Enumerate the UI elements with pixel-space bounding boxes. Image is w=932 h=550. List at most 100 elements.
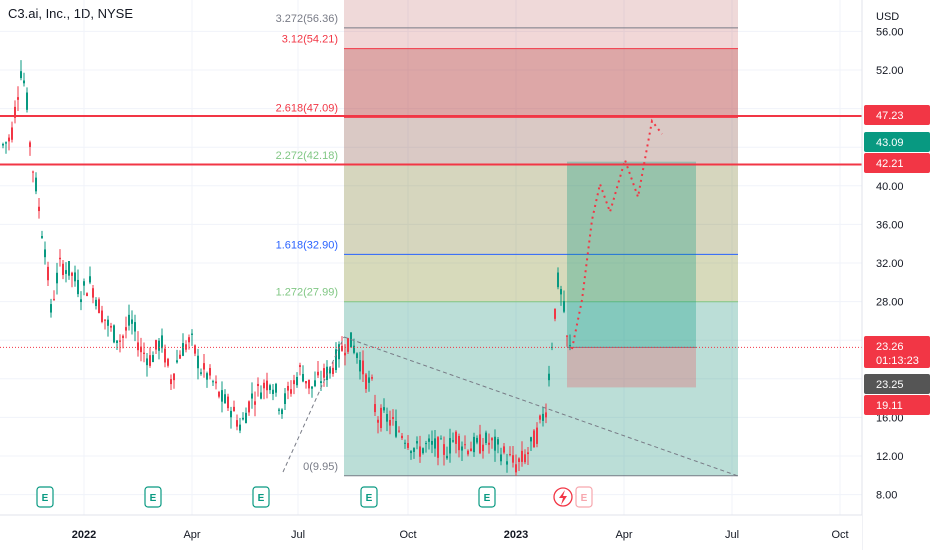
candle-body (203, 363, 205, 370)
candle-body (539, 415, 541, 420)
candle-body (560, 289, 562, 295)
fib-level-label: 1.618(32.90) (276, 239, 338, 251)
price-axis[interactable]: USD8.0012.0016.0020.0024.0028.0032.0036.… (861, 0, 932, 550)
candle-body (104, 319, 106, 321)
candle-body (158, 340, 160, 351)
candle-body (503, 446, 505, 453)
candlestick-series (2, 60, 571, 476)
candle-body (86, 293, 88, 296)
candle-body (452, 440, 454, 442)
candle-body (353, 345, 355, 353)
projection-line (571, 118, 663, 350)
candle-body (155, 340, 157, 350)
candle-body (191, 333, 193, 335)
fib-level-label: 1.272(27.99) (276, 287, 338, 299)
candle-body (29, 142, 31, 147)
candle-body (302, 373, 304, 382)
fib-extension-tool[interactable] (344, 0, 738, 477)
candle-body (494, 436, 496, 451)
price-axis-unit: USD (876, 11, 899, 23)
candle-body (272, 389, 274, 394)
price-badge-label: 43.09 (876, 137, 904, 149)
position-profit-zone (567, 161, 696, 348)
earnings-marker-icon (478, 486, 496, 508)
long-position-tool[interactable] (567, 161, 696, 388)
earnings-marker-icon (252, 486, 270, 508)
trend-lines[interactable] (0, 336, 862, 477)
candle-body (437, 437, 439, 458)
candle-body (59, 257, 61, 260)
candle-body (194, 345, 196, 354)
candle-body (134, 322, 136, 332)
time-axis[interactable]: 2022 Apr Jul Oct 2023 Apr Jul Oct (0, 514, 862, 550)
earnings-marker-label: E (581, 493, 588, 504)
candle-body (62, 263, 64, 276)
projection-path[interactable] (571, 118, 663, 350)
candle-body (215, 381, 217, 384)
earnings-marker-label: E (42, 493, 49, 504)
candle-body (242, 417, 244, 420)
candle-body (500, 454, 502, 462)
candle-body (5, 142, 7, 144)
candle-body (464, 444, 466, 446)
candle-body (26, 92, 28, 110)
candle-body (473, 436, 475, 453)
candle-body (332, 367, 334, 374)
candle-body (44, 249, 46, 258)
price-badge-label: 47.23 (876, 110, 904, 122)
candle-body (458, 436, 460, 451)
candle-body (413, 448, 415, 452)
candle-body (281, 409, 283, 415)
earnings-marker-icon (360, 486, 378, 508)
fib-zone (344, 27, 738, 49)
candle-body (320, 381, 322, 384)
candle-body (278, 409, 280, 411)
price-axis-bg (862, 0, 932, 550)
candle-body (389, 419, 391, 426)
candle-body (146, 358, 148, 366)
candle-body (92, 288, 94, 298)
candle-body (170, 379, 172, 385)
candle-body (140, 346, 142, 353)
candle-body (149, 355, 151, 366)
candle-body (470, 448, 472, 452)
candle-body (2, 143, 4, 146)
candle-body (509, 454, 511, 456)
candle-body (524, 454, 526, 463)
candle-body (95, 299, 97, 307)
price-badges: 47.23 43.09 42.21 23.26 01:13:23 23.25 19.11 (864, 105, 930, 415)
candle-body (35, 177, 37, 192)
candle-body (410, 451, 412, 454)
candle-body (293, 380, 295, 385)
candle-body (284, 393, 286, 405)
candle-body (227, 396, 229, 409)
fib-level-label: 3.272(56.36) (276, 13, 338, 25)
candle-body (407, 442, 409, 448)
candle-body (569, 345, 571, 347)
time-tick-label: 2022 (72, 529, 96, 541)
candle-body (443, 444, 445, 455)
candle-body (476, 437, 478, 443)
candle-body (254, 401, 256, 405)
candle-body (434, 438, 436, 449)
candle-body (50, 304, 52, 313)
candle-body (65, 270, 67, 274)
candle-body (308, 379, 310, 389)
horizontal-lines[interactable] (0, 115, 862, 166)
candle-body (377, 419, 379, 423)
candle-body (440, 438, 442, 440)
candle-body (164, 348, 166, 363)
candle-body (188, 337, 190, 343)
candle-body (329, 367, 331, 374)
candle-body (506, 461, 508, 465)
candle-body (248, 401, 250, 413)
candle-body (455, 431, 457, 444)
candle-body (380, 407, 382, 428)
candle-body (107, 319, 109, 326)
earnings-marker-label: E (484, 493, 491, 504)
price-tick-label: 36.00 (876, 219, 904, 231)
candle-body (290, 389, 292, 394)
candle-body (335, 349, 337, 371)
